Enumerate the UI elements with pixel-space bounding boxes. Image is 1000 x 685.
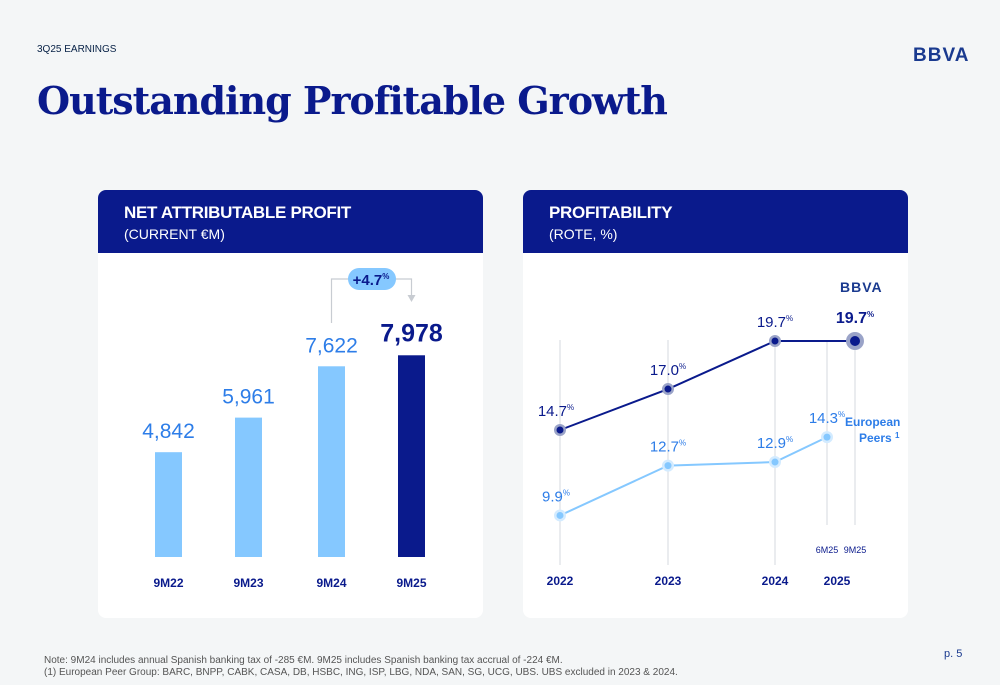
data-label: 12.9% xyxy=(757,435,793,452)
data-label: 12.7% xyxy=(650,439,686,456)
x-tick-label: 9M25 xyxy=(396,576,426,590)
peer-footnote: (1) European Peer Group: BARC, BNPP, CAB… xyxy=(44,667,678,678)
x-tick-label: 2023 xyxy=(655,574,682,588)
note: Note: 9M24 includes annual Spanish banki… xyxy=(44,655,563,666)
profitability-card: PROFITABILITY (ROTE, %) 2022 2023 2024 2025… xyxy=(523,190,908,618)
data-point xyxy=(556,426,564,434)
data-point xyxy=(556,511,564,519)
x-tick-label: 9M24 xyxy=(316,576,346,590)
data-point xyxy=(771,458,779,466)
kicker: 3Q25 EARNINGS xyxy=(37,44,117,55)
profitability-subtitle: (ROTE, %) xyxy=(549,226,618,242)
data-point xyxy=(664,462,672,470)
data-label: 19.7% xyxy=(836,310,874,327)
data-label: 17.0% xyxy=(650,362,686,379)
bar-value-label: 5,961 xyxy=(222,386,275,409)
series-label-peers: European xyxy=(845,415,900,429)
bar-chart: 4,842 9M22 5,961 9M23 7,622 9M24 7,978 9M25 +4.7… xyxy=(142,268,443,590)
page-number: p. 5 xyxy=(944,648,963,660)
bar-value-label: 7,622 xyxy=(305,334,358,357)
series-label-peers: Peers 1 xyxy=(859,431,900,445)
data-label: 9.9% xyxy=(542,488,570,505)
profit-card: NET ATTRIBUTABLE PROFIT (CURRENT €M) 4,8… xyxy=(98,190,483,618)
arrow-head-icon xyxy=(407,295,416,302)
bar-value-label: 4,842 xyxy=(142,420,195,443)
bar-9M24 xyxy=(318,366,345,557)
x-tick-label: 2022 xyxy=(547,574,574,588)
profit-subtitle: (CURRENT €M) xyxy=(124,226,225,242)
data-point xyxy=(664,385,672,393)
data-label: 14.3% xyxy=(809,410,845,427)
data-point xyxy=(850,336,860,346)
growth-badge xyxy=(348,268,396,290)
x-tick-label: 2025 xyxy=(824,574,851,588)
bar-9M25 xyxy=(398,355,425,557)
series-line-1 xyxy=(559,436,828,517)
bar-value-label: 7,978 xyxy=(380,319,443,347)
sub-tick-label: 9M25 xyxy=(844,545,867,555)
x-tick-label: 2024 xyxy=(762,574,789,588)
data-label: 19.7% xyxy=(757,314,793,331)
line-chart: 2022 2023 2024 2025 6M25 9M25 BBVA 14.7% 17.0% 19… xyxy=(538,279,901,588)
x-tick-label: 9M22 xyxy=(153,576,183,590)
growth-badge-text: +4.7% xyxy=(353,272,390,289)
bar-9M23 xyxy=(235,417,262,557)
x-tick-label: 9M23 xyxy=(233,576,263,590)
data-label: 14.7% xyxy=(538,403,574,420)
series-line-0 xyxy=(559,340,855,431)
sub-tick-label: 6M25 xyxy=(816,545,839,555)
data-point xyxy=(771,337,779,345)
profit-title: NET ATTRIBUTABLE PROFIT xyxy=(124,203,351,222)
bbva-logo: BBVA xyxy=(913,45,970,66)
profit-card-header: NET ATTRIBUTABLE PROFIT (CURRENT €M) xyxy=(98,190,483,253)
bar-9M22 xyxy=(155,452,182,557)
series-label-bbva: BBVA xyxy=(840,279,883,295)
data-point xyxy=(823,433,831,441)
page-title: Outstanding Profitable Growth xyxy=(37,78,668,123)
footnotes: Note: 9M24 includes annual Spanish banki… xyxy=(44,655,678,679)
profitability-title: PROFITABILITY xyxy=(549,203,673,222)
profitability-card-header: PROFITABILITY (ROTE, %) xyxy=(523,190,908,253)
